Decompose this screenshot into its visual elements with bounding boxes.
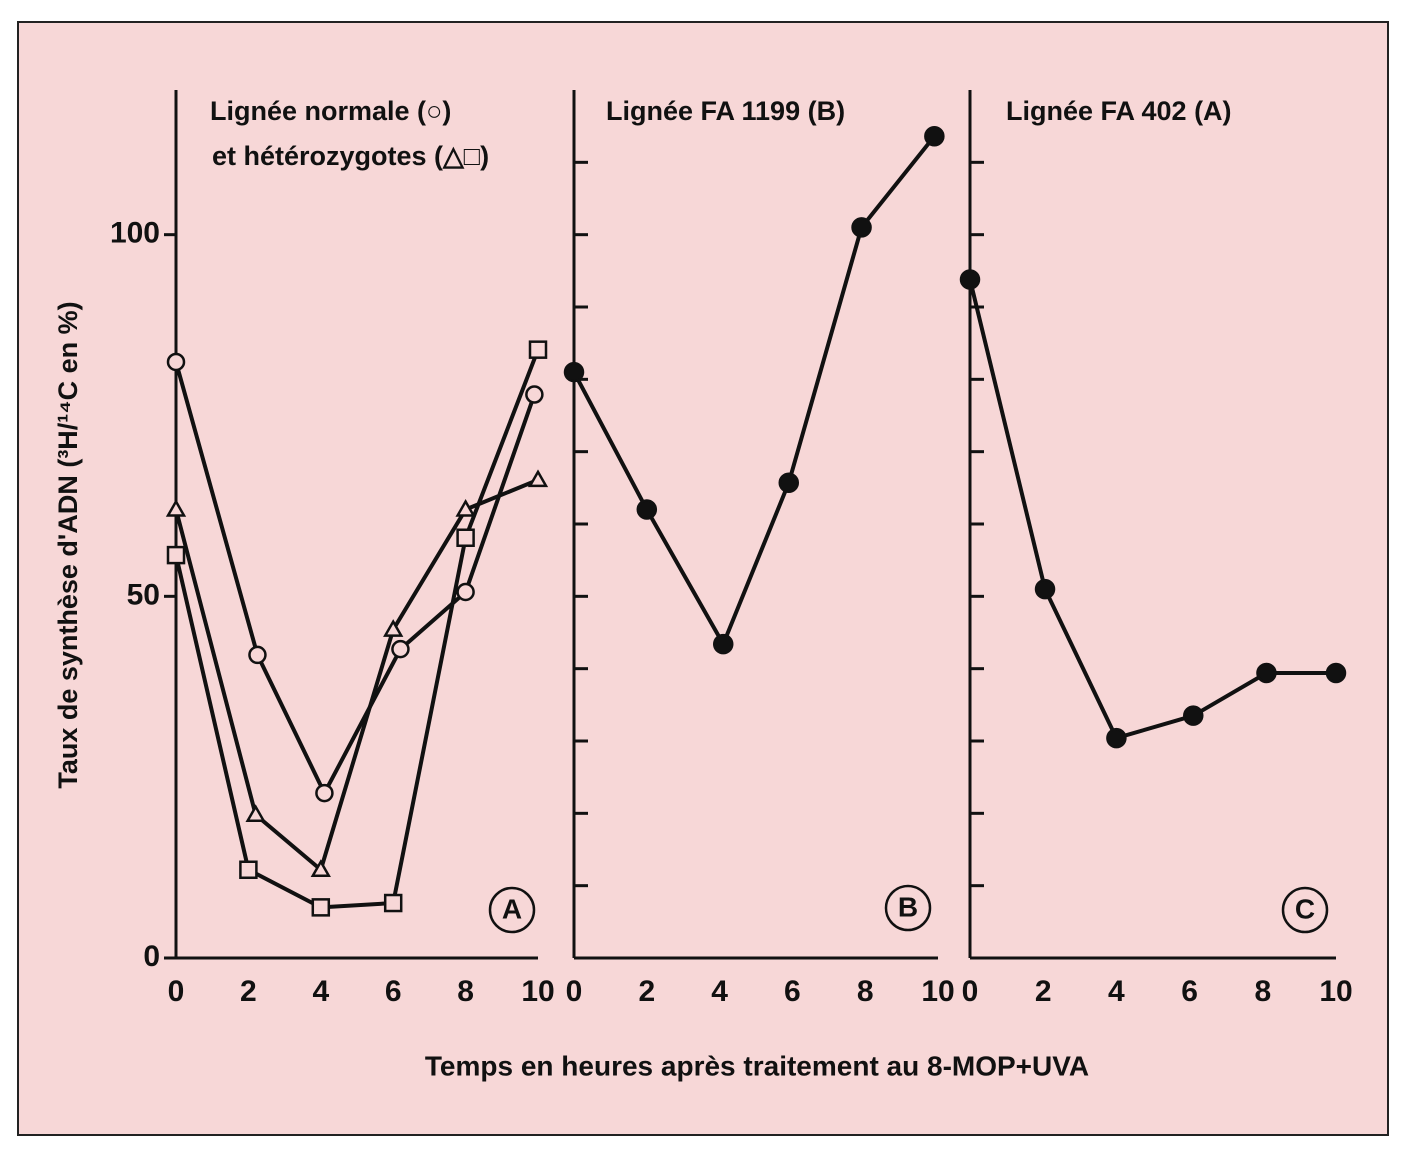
marker <box>248 645 267 665</box>
x-tick-label: 0 <box>168 975 185 1008</box>
marker <box>1106 727 1127 749</box>
marker <box>383 619 404 637</box>
series-line <box>174 348 540 910</box>
x-tick-label: 2 <box>1035 975 1052 1008</box>
panel-label: A <box>502 893 522 924</box>
marker <box>778 472 800 494</box>
series-line <box>572 135 936 647</box>
marker <box>165 499 187 517</box>
x-tick-label: 10 <box>1319 975 1352 1008</box>
marker <box>245 804 266 823</box>
marker <box>310 859 331 878</box>
marker <box>527 469 549 488</box>
series-line <box>174 361 537 796</box>
marker <box>525 385 544 404</box>
marker <box>851 217 872 238</box>
panel-label: C <box>1295 893 1315 924</box>
marker <box>959 269 981 290</box>
panel-title: Lignée FA 402 (A) <box>1006 96 1232 126</box>
marker <box>455 499 476 517</box>
marker <box>311 898 331 917</box>
marker <box>166 545 186 565</box>
x-axis-label: Temps en heures après traitement au 8-MO… <box>425 1050 1089 1081</box>
x-tick-label: 0 <box>962 975 979 1008</box>
marker <box>456 528 475 547</box>
x-tick-label: 6 <box>1181 975 1198 1008</box>
x-tick-label: 8 <box>457 975 474 1008</box>
x-tick-label: 8 <box>1254 975 1271 1008</box>
marker <box>712 633 734 655</box>
marker <box>1183 705 1204 726</box>
marker <box>166 352 186 372</box>
panel-title: Lignée FA 1199 (B) <box>606 96 845 126</box>
marker <box>1034 578 1056 600</box>
marker <box>239 860 258 880</box>
x-tick-label: 6 <box>385 975 402 1008</box>
y-tick-label: 50 <box>127 578 160 611</box>
panel-title: Lignée normale (○) <box>210 96 451 126</box>
marker <box>391 639 410 659</box>
marker <box>1256 662 1277 684</box>
x-tick-label: 10 <box>921 975 954 1008</box>
marker <box>315 783 334 803</box>
x-tick-label: 10 <box>521 975 554 1008</box>
y-axis-label: Taux de synthèse d'ADN (³H/¹⁴C en %) <box>53 301 83 788</box>
marker <box>528 340 548 359</box>
panel-label: B <box>898 891 918 922</box>
x-tick-label: 0 <box>566 975 583 1008</box>
marker <box>456 582 475 602</box>
x-tick-label: 4 <box>1108 975 1125 1008</box>
series-line <box>968 279 1336 741</box>
y-tick-label: 0 <box>143 940 160 973</box>
panel-label-ring <box>884 884 932 932</box>
x-tick-label: 4 <box>711 975 728 1008</box>
frame <box>17 21 1389 1136</box>
panel-title: et hétérozygotes (△□) <box>212 141 489 171</box>
marker <box>924 126 945 147</box>
marker <box>1325 662 1347 684</box>
x-tick-label: 6 <box>784 975 801 1008</box>
panel-label-ring <box>1281 886 1329 934</box>
marker <box>563 361 585 383</box>
x-tick-label: 8 <box>857 975 874 1008</box>
x-tick-label: 2 <box>240 975 257 1008</box>
y-tick-label: 100 <box>110 217 160 250</box>
x-tick-label: 2 <box>638 975 655 1008</box>
panel-label-ring <box>488 886 536 934</box>
x-tick-label: 4 <box>312 975 329 1008</box>
marker <box>636 499 658 520</box>
marker <box>383 893 403 913</box>
